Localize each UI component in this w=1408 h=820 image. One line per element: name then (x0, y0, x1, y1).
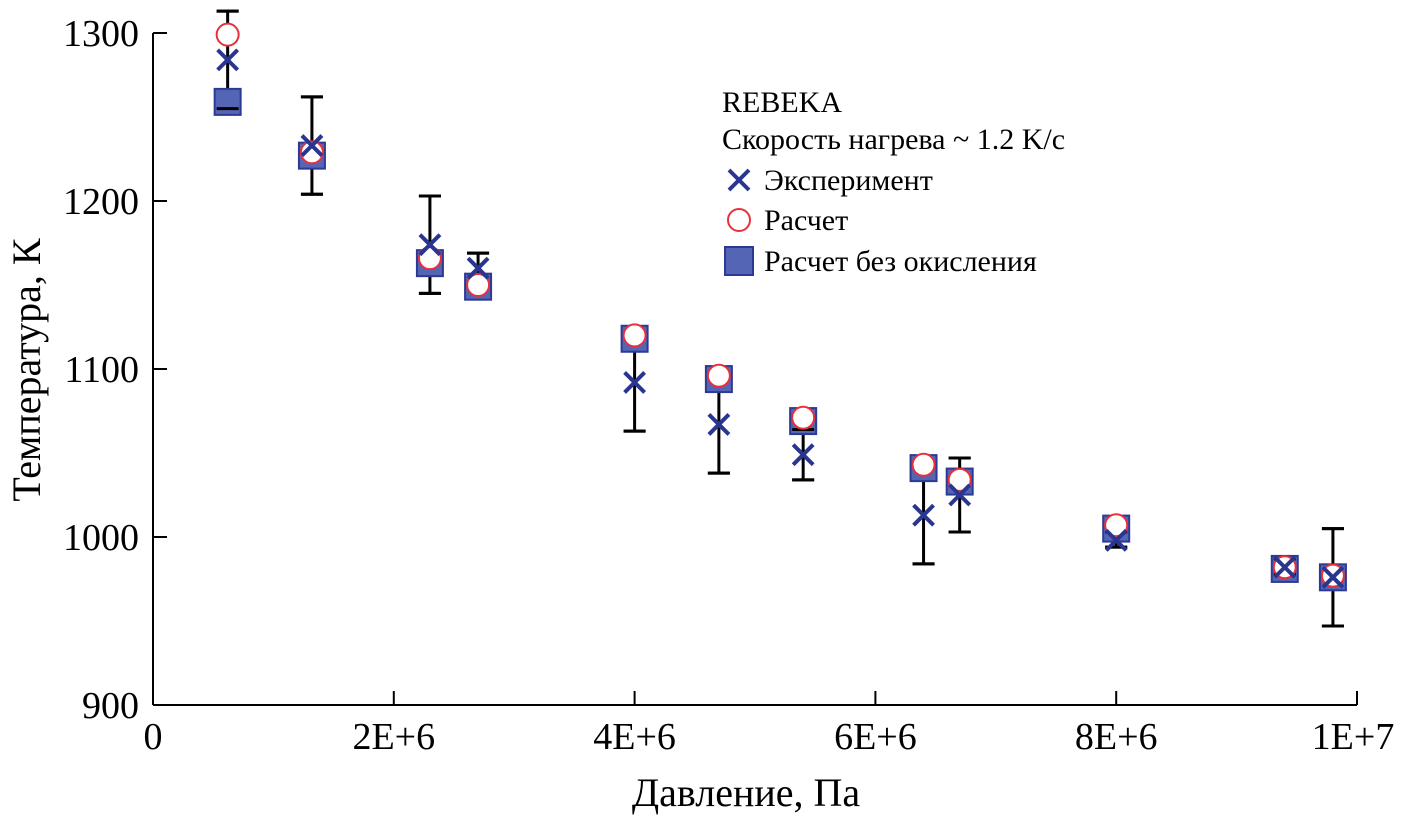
legend-title-line-1: REBEKA (722, 86, 842, 119)
x-tick-label: 2E+6 (352, 716, 435, 758)
x-marker (1273, 555, 1297, 579)
circle-marker (622, 323, 647, 348)
legend-title-line-2: Скорость нагрева ~ 1.2 K/c (722, 123, 1065, 156)
legend-item-calc: Расчет (727, 204, 848, 237)
legend-square-marker-icon (724, 246, 754, 276)
circle-marker (947, 467, 972, 492)
y-axis-title: Температура, К (4, 238, 49, 502)
x-marker (912, 503, 935, 527)
x-marker (418, 233, 442, 257)
legend-item-calc-no-oxidation: Расчет без окисления (724, 245, 1037, 278)
x-marker (466, 256, 490, 280)
y-tick-label: 1100 (64, 349, 139, 391)
y-tick-label: 1300 (63, 13, 139, 55)
circle-marker (215, 22, 240, 47)
circle-marker (911, 452, 936, 477)
x-marker (216, 48, 240, 72)
circle-marker (791, 405, 816, 430)
ticks: 0 2E+6 4E+6 6E+6 8E+6 1E+7 900 1000 1100 1200 1300 (63, 13, 1394, 758)
x-marker (1104, 528, 1128, 552)
circle-marker (466, 273, 491, 297)
y-tick-label: 1000 (63, 517, 139, 559)
x-marker (948, 483, 972, 507)
circle-marker (299, 140, 324, 165)
circle-marker (1104, 513, 1129, 538)
legend-label-calc: Расчет (764, 204, 848, 237)
y-tick-label: 900 (82, 685, 139, 727)
legend-x-marker-icon (727, 168, 751, 192)
legend-label-experiment: Эксперимент (764, 164, 933, 197)
circle-marker (706, 363, 731, 388)
y-tick-label: 1200 (63, 181, 139, 223)
x-marker (623, 371, 647, 394)
x-marker (707, 413, 731, 436)
x-tick-label: 6E+6 (834, 716, 917, 758)
x-tick-label: 4E+6 (593, 716, 676, 758)
x-axis-title: Давление, Па (632, 770, 861, 815)
x-marker (791, 443, 815, 467)
x-tick-label: 0 (144, 716, 163, 758)
x-tick-label: 1E+7 (1312, 716, 1395, 758)
legend-item-experiment: Эксперимент (727, 164, 933, 197)
x-marker (300, 134, 324, 157)
x-tick-label: 8E+6 (1075, 716, 1158, 758)
square-marker (213, 87, 242, 116)
legend-label-calc-no-oxidation: Расчет без окисления (764, 245, 1037, 278)
x-marker (1321, 565, 1345, 589)
legend-circle-marker-icon (727, 208, 751, 232)
markers (213, 9, 1347, 628)
legend: REBEKA Скорость нагрева ~ 1.2 K/c Экспер… (722, 86, 1065, 278)
